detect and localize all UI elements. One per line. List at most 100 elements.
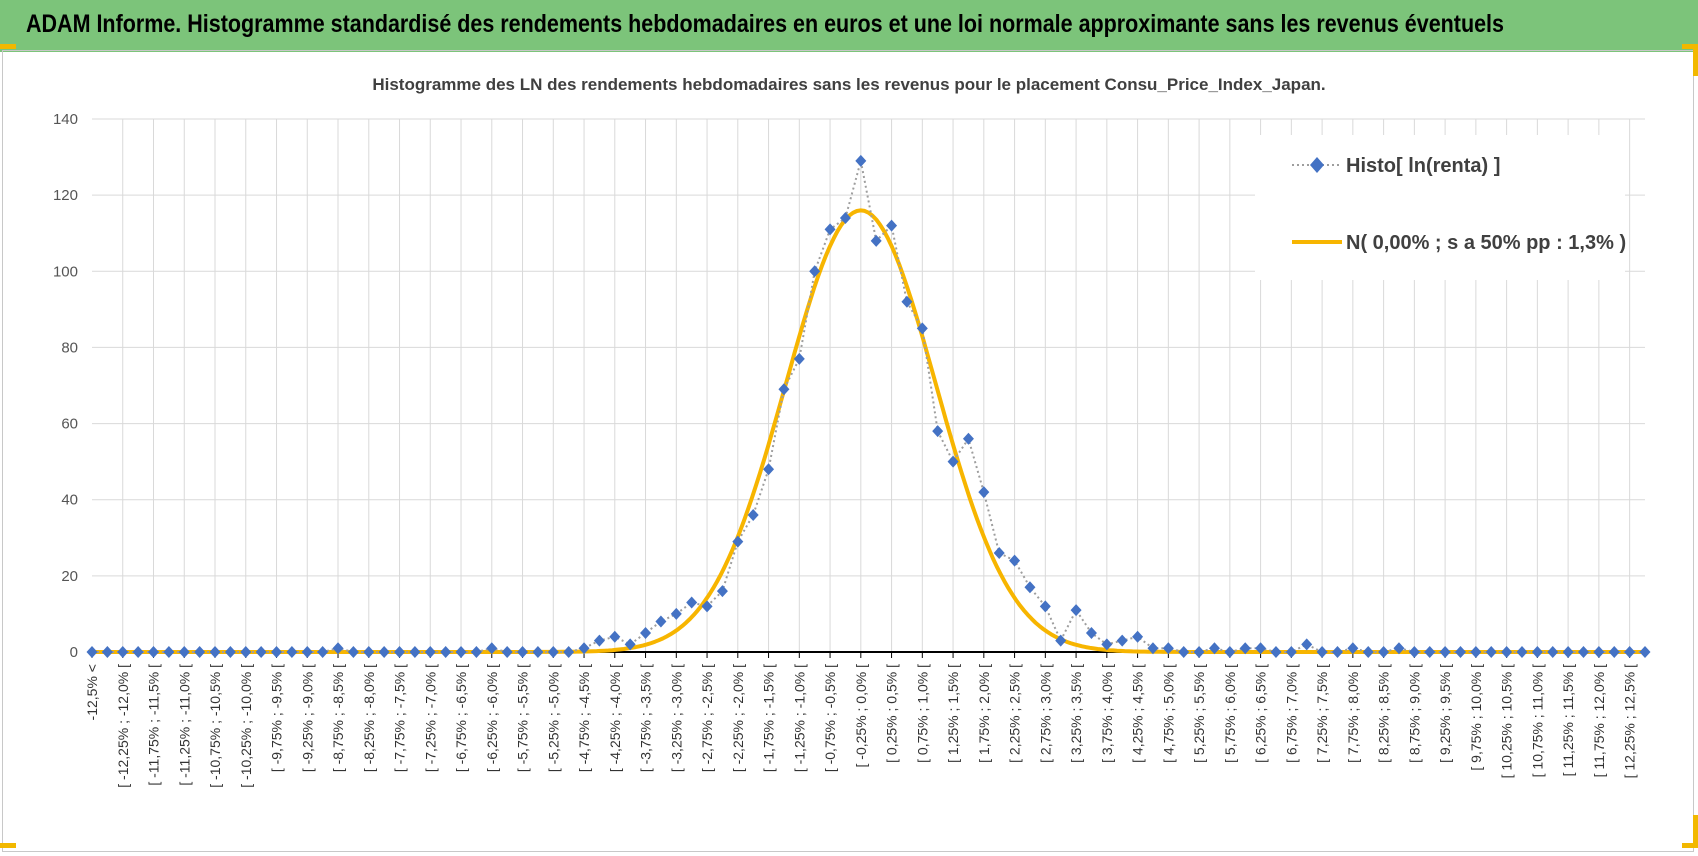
histo-point-57 (962, 432, 974, 445)
x-tick-label-21: [ -2,25% ; -2,0% [ (730, 664, 746, 772)
x-tick-label-19: [ -3,25% ; -3,0% [ (668, 664, 684, 772)
histo-point-34 (609, 630, 621, 643)
x-tick-label-17: [ -4,25% ; -4,0% [ (607, 664, 623, 772)
histo-point-40 (701, 600, 713, 613)
histo-point-78 (1285, 646, 1297, 658)
x-tick-label-36: [ 5,25% ; 5,5% [ (1191, 664, 1207, 763)
histo-point-98 (1593, 646, 1605, 658)
histo-point-29 (532, 646, 544, 658)
x-tick-label-47: [ 10,75% ; 11,0% [ (1529, 664, 1545, 777)
corner-mark-top-right (1682, 44, 1698, 49)
histo-point-20 (394, 646, 406, 658)
x-tick-label-16: [ -4,75% ; -4,5% [ (576, 664, 592, 772)
x-tick-label-42: [ 8,25% ; 8,5% [ (1376, 664, 1392, 763)
histo-point-14 (301, 646, 313, 658)
x-tick-label-46: [ 10,25% ; 10,5% [ (1499, 664, 1515, 779)
page-title: ADAM Informe. Histogramme standardisé de… (26, 10, 1504, 38)
histo-point-46 (793, 352, 805, 365)
histo-point-92 (1501, 646, 1513, 658)
histo-point-89 (1454, 646, 1466, 658)
x-tick-label-1: [ -12,25% ; -12,0% [ (115, 664, 131, 788)
histo-point-49 (839, 211, 851, 224)
histo-point-66 (1101, 638, 1113, 651)
histo-point-45 (778, 383, 790, 396)
histo-point-7 (194, 646, 206, 658)
histo-point-11 (255, 646, 267, 658)
histo-point-36 (640, 626, 652, 639)
histo-point-17 (347, 646, 359, 658)
x-tick-label-8: [ -8,75% ; -8,5% [ (330, 664, 346, 772)
histo-point-28 (517, 646, 529, 658)
histo-point-79 (1301, 638, 1313, 651)
corner-mark-right-bottom (1693, 815, 1698, 848)
histo-point-65 (1085, 626, 1097, 639)
x-tick-label-15: [ -5,25% ; -5,0% [ (545, 664, 561, 772)
y-tick-label-0: 0 (70, 644, 78, 661)
x-tick-label-20: [ -2,75% ; -2,5% [ (699, 664, 715, 772)
y-tick-label-2: 40 (61, 492, 78, 509)
x-tick-label-9: [ -8,25% ; -8,0% [ (361, 664, 377, 772)
y-tick-label-7: 140 (53, 111, 78, 128)
x-tick-label-33: [ 3,75% ; 4,0% [ (1099, 664, 1115, 763)
histo-point-18 (363, 646, 375, 658)
histo-point-55 (932, 425, 944, 438)
histo-point-72 (1193, 646, 1205, 658)
x-tick-label-26: [ 0,25% ; 0,5% [ (884, 664, 900, 763)
histo-point-68 (1132, 630, 1144, 643)
histo-point-73 (1208, 642, 1220, 655)
histo-point-86 (1408, 646, 1420, 658)
y-axis-ticks: 0 20 40 60 80 100 120 140 (53, 111, 78, 661)
histo-point-82 (1347, 642, 1359, 655)
histo-point-19 (378, 646, 390, 658)
x-tick-label-32: [ 3,25% ; 3,5% [ (1068, 664, 1084, 763)
histo-point-43 (747, 508, 759, 521)
x-tick-label-18: [ -3,75% ; -3,5% [ (638, 664, 654, 772)
x-tick-label-14: [ -5,75% ; -5,5% [ (515, 664, 531, 772)
histo-point-76 (1255, 642, 1267, 655)
histo-point-58 (978, 486, 990, 499)
histo-point-37 (655, 615, 667, 628)
histo-point-93 (1516, 646, 1528, 658)
histo-point-30 (547, 646, 559, 658)
histo-point-21 (409, 646, 421, 658)
histo-point-6 (178, 646, 190, 658)
x-tick-label-43: [ 8,75% ; 9,0% [ (1406, 664, 1422, 763)
y-tick-label-3: 60 (61, 416, 78, 433)
histo-point-61 (1024, 581, 1036, 594)
corner-mark-bottom-right (1682, 843, 1698, 848)
legend-histo-label: Histo[ ln(renta) ] (1346, 155, 1500, 177)
x-tick-label-37: [ 5,75% ; 6,0% [ (1222, 664, 1238, 763)
histo-point-12 (271, 646, 283, 658)
histo-point-10 (240, 646, 252, 658)
histo-point-31 (563, 646, 575, 658)
x-tick-label-13: [ -6,25% ; -6,0% [ (484, 664, 500, 772)
histo-point-51 (870, 234, 882, 247)
histo-point-15 (317, 646, 329, 658)
histo-point-16 (332, 642, 344, 655)
histo-point-96 (1562, 646, 1574, 658)
histo-point-69 (1147, 642, 1159, 655)
y-tick-label-4: 80 (61, 339, 78, 356)
histo-point-75 (1239, 642, 1251, 655)
chart-frame (2, 50, 1694, 852)
x-tick-label-30: [ 2,25% ; 2,5% [ (1007, 664, 1023, 763)
x-tick-label-2: [ -11,75% ; -11,5% [ (146, 664, 162, 786)
histo-point-67 (1116, 634, 1128, 647)
x-tick-label-24: [ -0,75% ; -0,5% [ (822, 664, 838, 772)
x-tick-label-48: [ 11,25% ; 11,5% [ (1560, 664, 1576, 776)
x-tick-label-3: [ -11,25% ; -11,0% [ (176, 664, 192, 786)
histo-point-71 (1178, 646, 1190, 658)
histo-point-83 (1362, 646, 1374, 658)
histo-point-95 (1547, 646, 1559, 658)
histo-point-64 (1070, 604, 1082, 617)
histo-point-35 (624, 638, 636, 651)
x-tick-label-50: [ 12,25% ; 12,5% [ (1622, 664, 1638, 779)
x-tick-label-0: -12,5% < (84, 664, 100, 720)
histo-point-85 (1393, 642, 1405, 655)
histo-point-26 (486, 642, 498, 655)
histo-point-81 (1331, 646, 1343, 658)
histo-point-8 (209, 646, 221, 658)
corner-mark-bottom-left (0, 843, 16, 848)
histo-point-23 (440, 646, 452, 658)
histo-point-32 (578, 642, 590, 655)
